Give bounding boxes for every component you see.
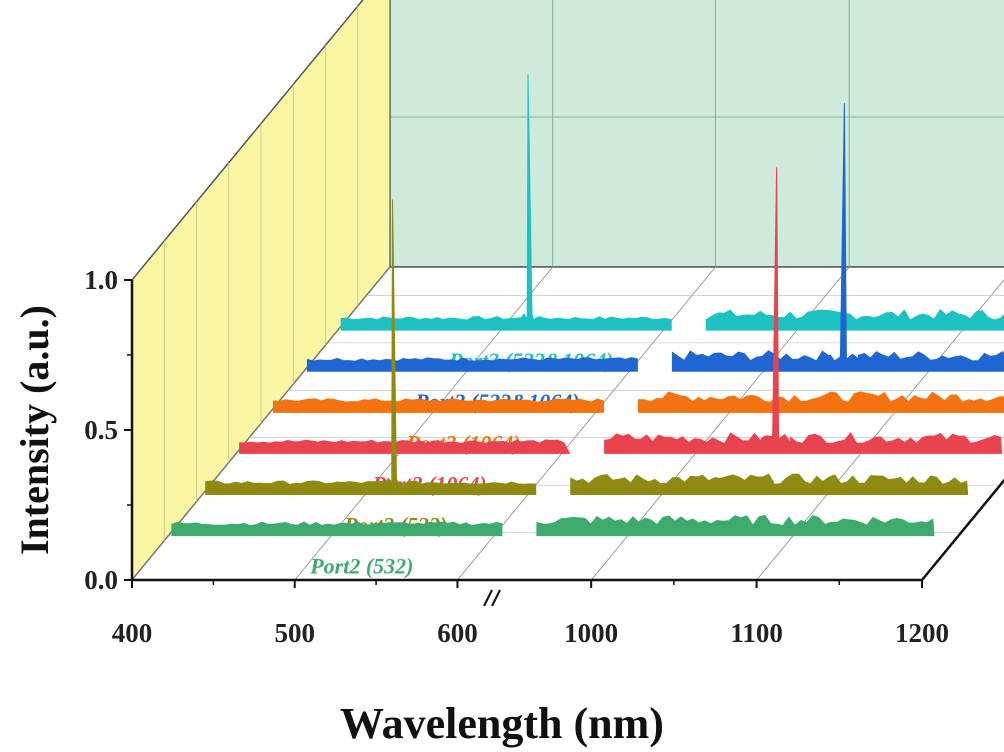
axis-break-mark [483, 589, 493, 607]
series-1-segment [205, 199, 537, 496]
x-tick-label: 400 [112, 618, 153, 648]
x-tick-label: 600 [437, 618, 478, 648]
series-0-segment [536, 514, 935, 537]
series-4-segment [306, 357, 638, 372]
series-0-segment [171, 521, 503, 537]
y-tick-label: 0.5 [84, 415, 118, 445]
x-axis-title: Wavelength (nm) [340, 699, 664, 748]
x-tick-label: 1000 [564, 618, 618, 648]
series-1-segment [570, 473, 969, 496]
x-tick-label: 1200 [895, 618, 949, 648]
axes-layer: 400 500 600 1000 1100 1200 0.0 0.5 1.0 [84, 265, 1004, 648]
y-axis-title: Intensity (a.u.) [12, 305, 57, 555]
series-4-segment [671, 103, 1004, 372]
depth-axis-line [921, 478, 1004, 581]
series-5-segment [340, 74, 672, 331]
x-tick-label: 500 [274, 618, 315, 648]
series-label-0: Port2 (532) [309, 554, 413, 579]
series-5-segment [705, 308, 1004, 331]
y-tick-label: 0.0 [84, 565, 118, 595]
series-3-segment [637, 391, 1004, 413]
series-3-segment [272, 398, 605, 413]
y-tick-label: 1.0 [84, 265, 118, 295]
x-tick-label: 1100 [730, 618, 783, 648]
series-layer: Port3 (532&1064)Port2 (532&1064)Port3 (1… [171, 74, 1004, 579]
series-2-segment [604, 167, 1003, 454]
axis-break-mark [491, 589, 501, 607]
back-wall [389, 0, 1004, 268]
series-2-segment [239, 439, 571, 454]
